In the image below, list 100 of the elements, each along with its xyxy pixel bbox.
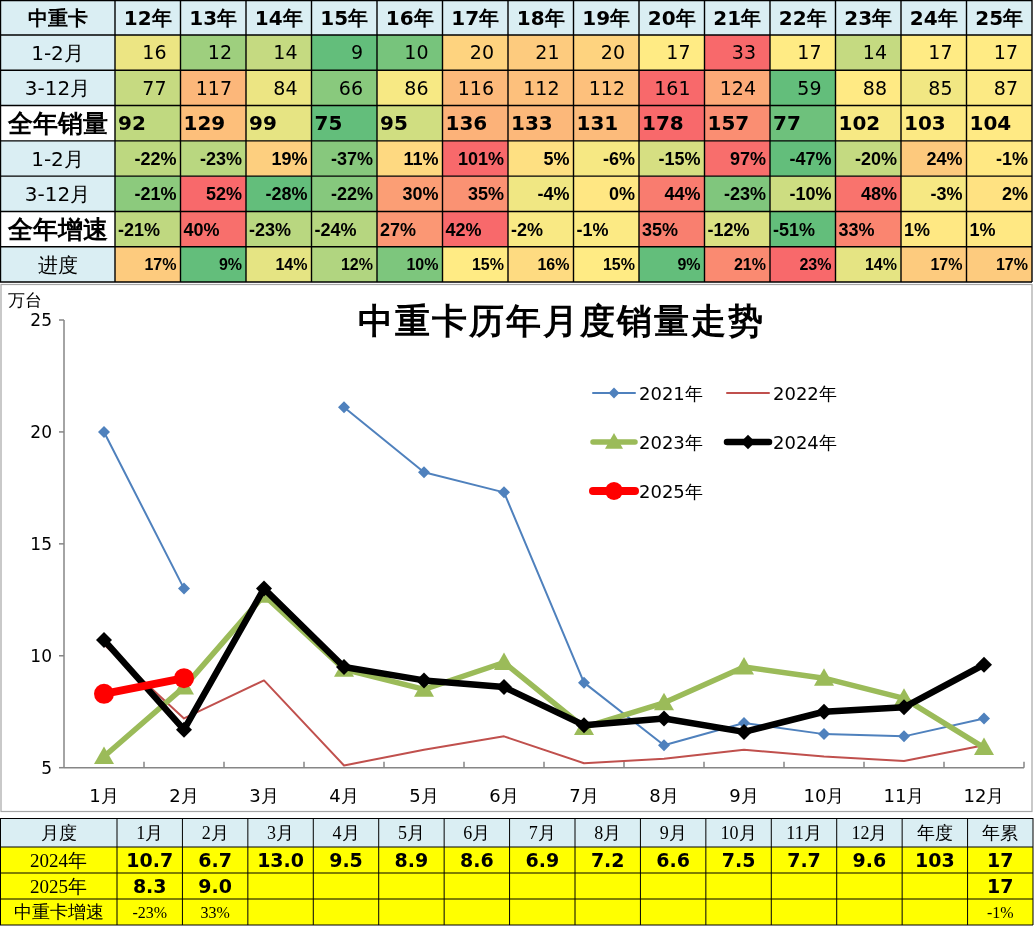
xtick: 1月 (89, 784, 119, 806)
data-label: 157 (707, 111, 750, 136)
data-label: 33 (731, 41, 756, 64)
data-label: 129 (183, 111, 226, 136)
xtick: 6月 (489, 784, 519, 806)
data-label: 103 (915, 848, 955, 871)
data-label: 9 (350, 41, 363, 64)
data-label: 7.5 (721, 848, 756, 871)
x-tick-label: 8月 (594, 822, 622, 843)
data-label: 30% (402, 184, 439, 205)
data-label: 116 (457, 76, 494, 99)
y-tick-label: 进度 (37, 253, 78, 276)
data-label: 136 (445, 111, 488, 136)
data-label: 92 (118, 111, 146, 136)
xtick: 11月 (883, 784, 925, 806)
data-label: 8.3 (132, 874, 167, 897)
data-label: 85 (928, 76, 953, 99)
data-label: 19% (271, 148, 308, 169)
xtick: 2月 (169, 784, 199, 806)
xtick: 12月 (963, 784, 1005, 806)
data-label: -37% (330, 148, 373, 169)
x-tick-label: 年度 (916, 822, 953, 843)
data-label: 178 (642, 111, 684, 136)
y-tick-label: 1-2月 (31, 146, 84, 171)
data-label: 7.2 (590, 848, 625, 871)
ytick: 5 (41, 757, 52, 778)
data-label: -24% (314, 219, 357, 240)
x-tick-label: 23年 (844, 5, 893, 30)
data-label: 10% (406, 256, 439, 274)
data-label: 44% (664, 184, 701, 205)
data-label: -20% (854, 148, 897, 169)
x-tick-label: 14年 (254, 5, 303, 30)
x-tick-label: 22年 (778, 5, 827, 30)
x-tick-label: 18年 (516, 5, 565, 30)
data-label: 20 (469, 41, 494, 64)
data-label: 27% (380, 219, 417, 240)
data-label: 52% (205, 184, 242, 205)
data-label: 14 (862, 41, 887, 64)
ytick: 15 (30, 533, 52, 554)
x-tick-label: 6月 (463, 822, 491, 843)
data-label: 59 (797, 76, 822, 99)
data-label: 14% (864, 256, 897, 274)
data-label: 35% (467, 184, 504, 205)
data-label: 112 (523, 76, 560, 99)
x-tick-label: 12年 (123, 5, 172, 30)
data-label: 6.6 (656, 848, 690, 871)
data-label: -23% (249, 219, 292, 240)
data-label: 15% (471, 256, 504, 274)
data-label: 17 (797, 41, 822, 64)
data-label: 17% (995, 256, 1028, 274)
data-label: 16% (537, 256, 570, 274)
data-label: 48% (860, 184, 897, 205)
x-tick-label: 年累 (982, 822, 1019, 843)
y-axis-title: 中重卡 (27, 5, 88, 30)
data-label: 42% (445, 219, 482, 240)
y-tick-label: 2024年 (30, 849, 87, 871)
data-label: 102 (838, 111, 881, 136)
data-label: -15% (658, 148, 701, 169)
legend-label: 2021年 (639, 383, 703, 404)
data-label: 101% (457, 148, 504, 169)
x-tick-label: 3月 (267, 822, 295, 843)
data-label: 23% (799, 256, 832, 274)
data-label: 66 (338, 76, 363, 99)
x-tick-label: 5月 (397, 822, 425, 843)
data-label: 88 (862, 76, 887, 99)
data-label: -28% (265, 184, 308, 205)
data-label: 14% (275, 256, 308, 274)
data-label: 87 (993, 76, 1018, 99)
data-label: -1% (986, 903, 1014, 921)
ytick: 10 (30, 645, 52, 666)
data-label: 8.9 (394, 848, 429, 871)
data-label: 117 (195, 76, 232, 99)
y-tick-label: 中重卡增速 (13, 902, 104, 923)
data-label: -1% (576, 219, 609, 240)
data-label: 13.0 (257, 848, 305, 871)
x-tick-label: 9月 (659, 822, 687, 843)
xtick: 9月 (729, 784, 759, 806)
data-label: -6% (602, 148, 635, 169)
data-label: -22% (134, 148, 177, 169)
xtick: 3月 (249, 784, 279, 806)
x-tick-label: 21年 (713, 5, 762, 30)
x-tick-label: 10月 (720, 822, 757, 843)
data-label: 75 (314, 111, 343, 136)
data-label: -21% (118, 219, 161, 240)
data-label: -22% (330, 184, 373, 205)
data-label: 8.6 (460, 848, 494, 871)
y-tick-label: 3-12月 (24, 76, 91, 101)
data-label: -23% (723, 184, 766, 205)
data-label: 5% (543, 148, 570, 169)
data-label: 10.7 (126, 848, 174, 871)
data-label: 17% (144, 256, 177, 274)
data-label: -10% (789, 184, 832, 205)
data-label: 7.7 (787, 848, 821, 871)
data-label: 11% (403, 148, 439, 169)
x-tick-label: 2月 (201, 822, 229, 843)
data-label: 33% (200, 903, 230, 921)
xtick: 7月 (569, 784, 599, 806)
data-label: 17 (928, 41, 953, 64)
data-label: 17 (666, 41, 691, 64)
y-tick-label: 2025年 (30, 875, 87, 897)
